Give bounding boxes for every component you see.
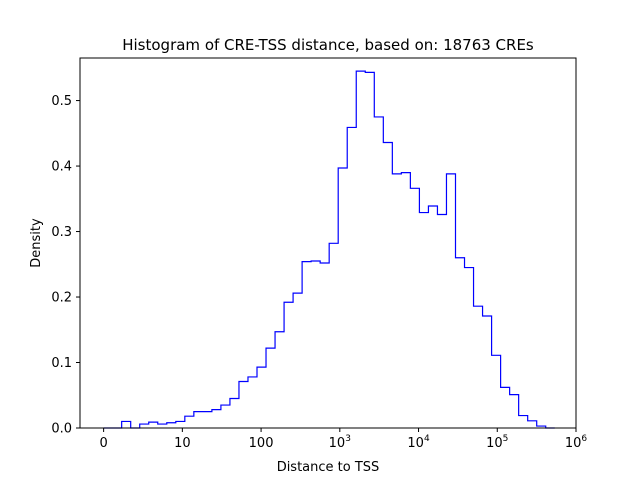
y-tick-label: 0.2 — [51, 291, 72, 306]
x-tick-exponent: 5 — [503, 434, 509, 444]
x-tick-label: 105 — [486, 434, 508, 451]
y-axis-label: Density — [29, 218, 44, 268]
x-tick-label: 103 — [329, 434, 351, 451]
y-tick-label: 0.0 — [51, 422, 72, 437]
x-tick-label: 106 — [565, 434, 588, 451]
x-tick-label: 10 — [174, 436, 191, 451]
y-tick-label: 0.3 — [51, 225, 72, 240]
x-tick-label: 100 — [249, 436, 274, 451]
chart-title: Histogram of CRE-TSS distance, based on:… — [122, 36, 534, 54]
x-tick-label: 104 — [407, 434, 430, 451]
x-axis-label: Distance to TSS — [277, 460, 380, 475]
x-tick-label: 0 — [99, 436, 107, 451]
x-axis: 0 10 100 103 104 105 106 — [99, 428, 587, 451]
plot-area — [103, 70, 555, 429]
x-tick-exponent: 4 — [424, 434, 430, 444]
y-tick-label: 0.4 — [51, 160, 72, 175]
x-tick-exponent: 3 — [345, 434, 351, 444]
x-tick-exponent: 6 — [581, 434, 587, 444]
y-tick-label: 0.5 — [51, 94, 72, 109]
y-axis: 0.0 0.1 0.2 0.3 0.4 0.5 — [51, 94, 80, 437]
plot-frame — [79, 57, 577, 429]
y-tick-label: 0.1 — [51, 356, 72, 371]
histogram-series-0 — [103, 70, 555, 429]
